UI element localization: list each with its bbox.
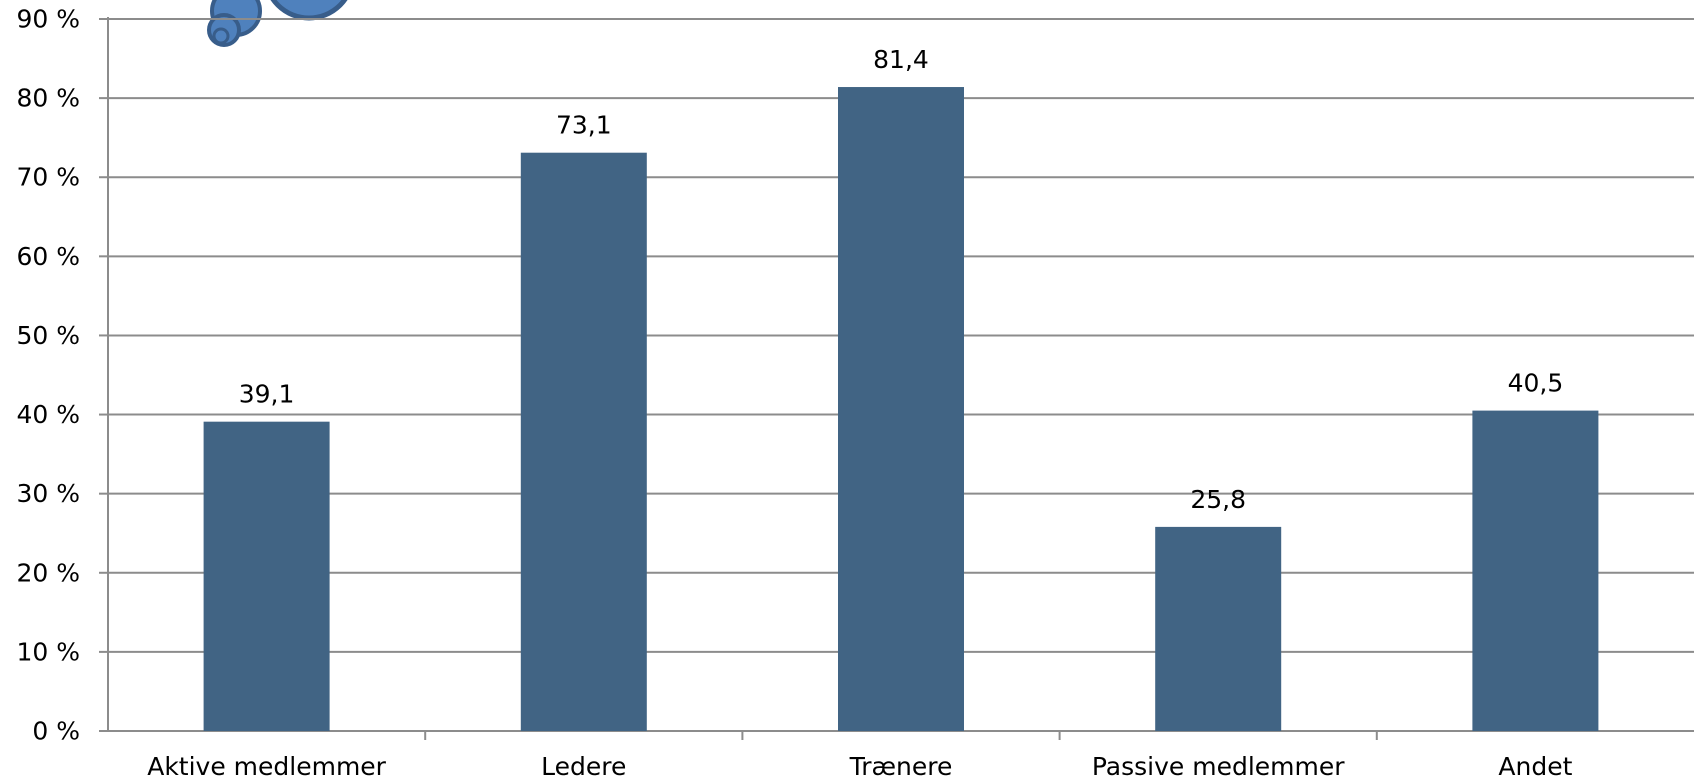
y-tick-label: 90 % <box>16 5 80 34</box>
category-label: Andet <box>1498 752 1572 779</box>
bars <box>203 87 1599 732</box>
bubble-decoration <box>207 0 348 47</box>
y-axis-ticks: 0 % 10 % 20 % 30 % 40 % 50 % 60 % 70 % 80 % 90 % <box>16 5 80 746</box>
x-axis-categories: Aktive medlemmer Ledere Trænere Passive med… <box>147 752 1572 781</box>
bubble-large <box>270 0 348 21</box>
category-label: Passive medlemmer <box>1092 752 1345 779</box>
y-tick-label: 40 % <box>16 400 80 429</box>
bubble-ring <box>212 27 230 45</box>
y-tick-label: 10 % <box>16 637 80 666</box>
y-tick-label: 70 % <box>16 163 80 192</box>
bar <box>520 152 647 732</box>
data-label: 40,5 <box>1508 369 1564 398</box>
category-label: Trænere <box>849 752 953 779</box>
data-labels: 39,1 73,1 81,4 25,8 40,5 <box>239 45 1563 514</box>
y-tick-label: 30 % <box>16 479 80 508</box>
y-tick-label: 50 % <box>16 321 80 350</box>
y-tick-label: 60 % <box>16 242 80 271</box>
data-label: 25,8 <box>1190 485 1246 514</box>
bar <box>1155 526 1282 731</box>
y-tick-label: 0 % <box>32 717 80 746</box>
bar <box>1472 410 1599 731</box>
bar <box>838 87 964 732</box>
bar <box>203 421 330 731</box>
y-tick-label: 20 % <box>16 558 80 587</box>
data-label: 73,1 <box>556 111 612 140</box>
category-label: Ledere <box>541 752 626 779</box>
category-label: Aktive medlemmer <box>147 752 386 779</box>
data-label: 39,1 <box>239 380 295 409</box>
y-tick-label: 80 % <box>16 84 80 113</box>
data-label: 81,4 <box>873 45 929 74</box>
